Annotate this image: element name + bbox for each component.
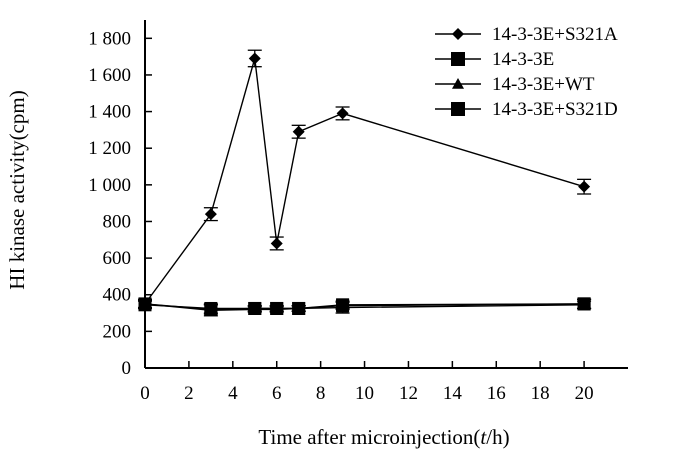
y-tick-label: 1 000	[88, 175, 131, 196]
data-point-diamond	[248, 52, 261, 65]
x-tick-label: 2	[184, 383, 194, 404]
y-tick-label: 200	[103, 321, 132, 342]
legend-entry: 14-3-3E	[435, 49, 554, 70]
data-point-square	[204, 301, 218, 315]
data-point-diamond	[139, 297, 151, 310]
x-tick-label: 0	[140, 383, 150, 404]
data-point-square	[577, 297, 591, 311]
legend-entry: 14-3-3E+S321A	[435, 24, 618, 45]
data-point-diamond	[452, 28, 464, 40]
y-axis-ticks: 0 200 400 600 800 1 000 1 200 1 400 1 600 1 800	[88, 28, 152, 379]
legend-label: 14-3-3E	[492, 49, 554, 70]
legend-label: 14-3-3E+S321A	[492, 24, 618, 45]
legend-label: 14-3-3E+WT	[492, 74, 595, 95]
data-point-square	[248, 301, 262, 315]
y-tick-label: 600	[103, 248, 132, 269]
data-point-triangle	[452, 78, 464, 89]
series-line	[144, 58, 585, 305]
legend-label: 14-3-3E+S321D	[492, 99, 618, 120]
y-axis-title: HI kinase activity(cpm)	[5, 90, 29, 289]
data-point-diamond	[292, 125, 305, 138]
data-point-diamond	[204, 208, 217, 221]
x-tick-label: 10	[355, 383, 374, 404]
data-point-diamond	[336, 107, 349, 120]
data-point-diamond	[578, 180, 591, 193]
data-point-square	[292, 301, 306, 315]
x-tick-label: 6	[272, 383, 282, 404]
x-axis-title-variable: t	[480, 425, 487, 449]
x-tick-label: 20	[575, 383, 594, 404]
x-tick-label: 12	[399, 383, 418, 404]
series-0	[138, 49, 592, 310]
x-tick-label: 8	[316, 383, 326, 404]
data-point-square	[270, 301, 284, 315]
x-tick-label: 18	[531, 383, 550, 404]
data-point-square	[336, 298, 350, 312]
y-tick-label: 1 600	[88, 65, 131, 86]
legend-entry: 14-3-3E+WT	[435, 74, 595, 95]
x-axis-title: Time after microinjection(t/h)	[258, 425, 509, 449]
y-tick-label: 1 800	[88, 28, 131, 49]
x-axis-ticks: 0 2 4 6 8 10 12 14 16 18 20	[140, 361, 594, 404]
y-tick-label: 0	[122, 358, 132, 379]
legend: 14-3-3E+S321A 14-3-3E 14-3-3E+WT 14-3-3E+S3…	[435, 24, 618, 120]
x-tick-label: 4	[228, 383, 238, 404]
y-tick-label: 1 200	[88, 138, 131, 159]
y-tick-label: 1 400	[88, 102, 131, 123]
y-tick-label: 800	[103, 211, 132, 232]
x-axis-title-suffix: /h)	[486, 425, 509, 449]
series-layer	[138, 49, 592, 317]
y-tick-label: 400	[103, 285, 132, 306]
data-point-diamond	[270, 237, 283, 250]
x-tick-label: 14	[443, 383, 463, 404]
x-axis-title-prefix: Time after microinjection(	[258, 425, 480, 449]
legend-entry: 14-3-3E+S321D	[435, 99, 618, 120]
x-tick-label: 16	[487, 383, 506, 404]
data-point-square	[451, 102, 465, 116]
data-point-square	[451, 52, 465, 66]
